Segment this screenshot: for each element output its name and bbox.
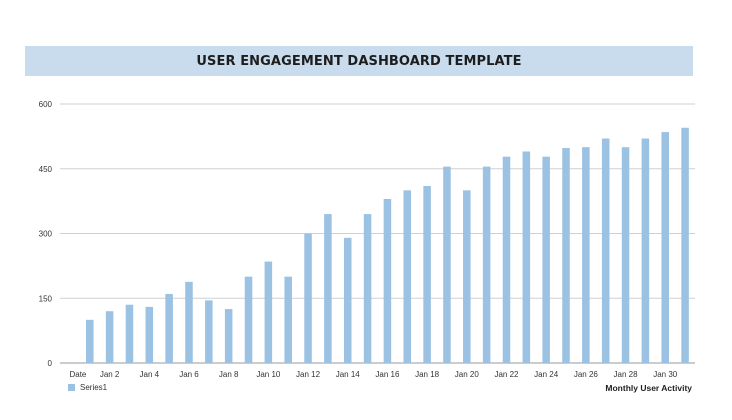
bar xyxy=(185,281,193,363)
bar xyxy=(125,304,134,363)
bar xyxy=(522,151,531,363)
y-tick-label: 600 xyxy=(39,100,53,109)
x-tick-label: Jan 16 xyxy=(375,370,400,379)
bar xyxy=(403,190,412,363)
bar xyxy=(85,319,94,363)
legend: Series1 xyxy=(68,383,107,392)
bar xyxy=(463,190,471,363)
y-tick-label: 450 xyxy=(39,165,53,174)
y-tick-label: 0 xyxy=(48,359,53,368)
bar xyxy=(205,300,213,363)
x-tick-label: Jan 8 xyxy=(219,370,239,379)
legend-swatch xyxy=(68,384,75,391)
y-tick-label: 150 xyxy=(39,294,53,303)
bar xyxy=(343,237,352,363)
bar xyxy=(641,138,650,363)
bar xyxy=(542,156,550,363)
x-tick-label: Jan 14 xyxy=(336,370,361,379)
x-tick-label: Jan 20 xyxy=(455,370,480,379)
x-tick-label: Jan 30 xyxy=(653,370,678,379)
bar xyxy=(363,214,372,363)
bar xyxy=(244,276,253,363)
bar xyxy=(105,311,114,363)
bar xyxy=(224,309,233,363)
bar xyxy=(582,147,590,363)
bar xyxy=(621,147,630,363)
bar xyxy=(443,166,451,363)
x-tick-label: Jan 10 xyxy=(256,370,281,379)
y-tick-label: 300 xyxy=(39,230,53,239)
bar xyxy=(383,198,392,363)
bar xyxy=(145,306,154,363)
bar xyxy=(502,156,511,363)
bar xyxy=(304,233,312,363)
x-tick-label: Jan 12 xyxy=(296,370,321,379)
bar xyxy=(661,132,670,363)
footer-label: Monthly User Activity xyxy=(605,383,692,393)
bar xyxy=(482,166,491,363)
x-tick-label: Jan 2 xyxy=(100,370,120,379)
bar xyxy=(165,293,173,363)
x-tick-label: Jan 22 xyxy=(494,370,519,379)
bars xyxy=(85,127,689,363)
bar xyxy=(284,276,292,363)
x-axis-header: Date xyxy=(69,370,86,379)
y-axis-labels: 0 150 300 450 600 xyxy=(39,100,53,368)
bar xyxy=(681,127,689,363)
bar xyxy=(264,261,273,363)
chart-title: USER ENGAGEMENT DASHBOARD TEMPLATE xyxy=(25,46,693,76)
x-tick-label: Jan 18 xyxy=(415,370,440,379)
x-tick-label: Jan 24 xyxy=(534,370,559,379)
legend-label: Series1 xyxy=(80,383,108,392)
bar xyxy=(562,148,570,363)
bar xyxy=(601,138,610,363)
x-tick-label: Jan 26 xyxy=(574,370,599,379)
x-tick-label: Jan 6 xyxy=(179,370,199,379)
x-tick-label: Jan 28 xyxy=(614,370,639,379)
x-axis-labels: Date Jan 2 Jan 4 Jan 6 Jan 8 Jan 10 Jan 12 Jan … xyxy=(69,370,677,379)
bar xyxy=(324,214,332,363)
x-tick-label: Jan 4 xyxy=(140,370,160,379)
bar xyxy=(423,186,431,363)
grid-lines xyxy=(60,103,695,364)
